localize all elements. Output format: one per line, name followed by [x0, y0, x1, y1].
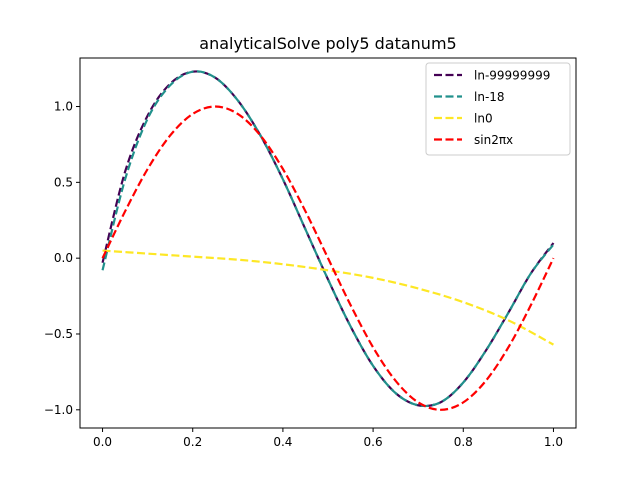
plot-frame — [79, 57, 577, 429]
series-line-4 — [101, 105, 555, 411]
x-axis: 0.0 0.2 0.4 0.6 0.8 1.0 — [93, 428, 563, 449]
y-tick-label: −0.5 — [44, 327, 73, 341]
x-tick-label: 0.0 — [93, 435, 112, 449]
series-line-3 — [102, 249, 554, 346]
y-tick-label: 0.0 — [54, 251, 73, 265]
x-tick-label: 0.2 — [183, 435, 202, 449]
x-tick-label: 0.4 — [273, 435, 292, 449]
legend-box — [425, 62, 571, 156]
legend: ln-99999999 ln-18 ln0 sin2πx — [425, 62, 571, 156]
chart-title: analyticalSolve poly5 datanum5 — [199, 34, 456, 53]
legend-label-4: sin2πx — [474, 133, 513, 147]
legend-label-1: ln-99999999 — [474, 69, 550, 83]
y-tick-label: 1.0 — [54, 100, 73, 114]
x-tick-label: 0.6 — [364, 435, 383, 449]
legend-label-3: ln0 — [474, 112, 493, 126]
series-line-2 — [101, 70, 555, 408]
y-tick-label: −1.0 — [44, 403, 73, 417]
y-tick-label: 0.5 — [54, 175, 73, 189]
x-tick-label: 1.0 — [544, 435, 563, 449]
series-lines — [101, 70, 555, 411]
legend-label-2: ln-18 — [474, 90, 505, 104]
x-tick-label: 0.8 — [454, 435, 473, 449]
y-axis: −1.0 −0.5 0.0 0.5 1.0 — [44, 100, 80, 417]
